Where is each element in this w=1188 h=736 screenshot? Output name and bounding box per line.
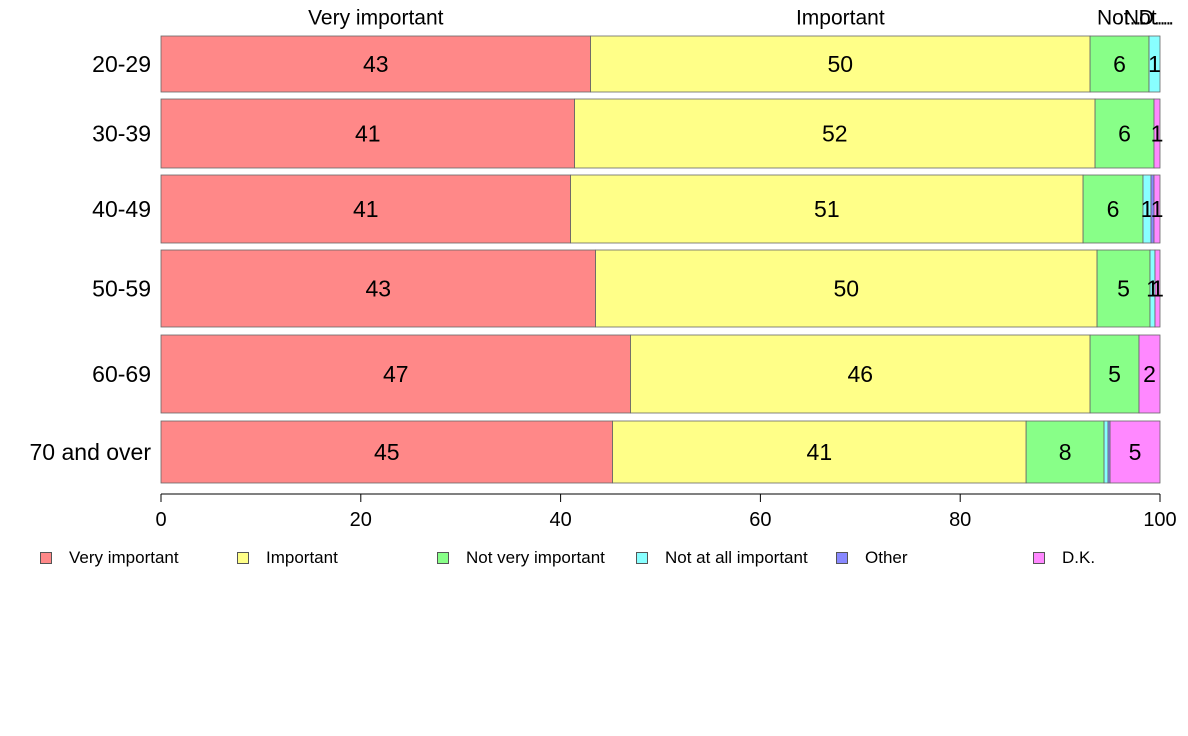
bar-data-label: 52	[822, 121, 848, 147]
bar-data-label: 45	[374, 439, 400, 465]
bar-segment	[160, 420, 613, 484]
category-label: 60-69	[92, 361, 151, 387]
bar-segment	[570, 174, 1084, 244]
top-column-label: D...	[1139, 7, 1172, 30]
x-tick-label: 0	[155, 509, 166, 531]
bar-data-label: 6	[1107, 196, 1120, 222]
legend-label: D.K.	[1062, 548, 1096, 567]
legend-item: Important	[237, 548, 338, 568]
bar-segment	[630, 334, 1091, 414]
bar-segment	[1103, 420, 1109, 484]
legend-swatch	[437, 552, 449, 564]
bar-segment	[160, 249, 596, 328]
bar-segment	[160, 35, 591, 93]
bar-segment	[1096, 249, 1151, 328]
bar-segment	[1154, 249, 1161, 328]
bar-segment	[1094, 98, 1155, 169]
legend-label: Important	[266, 548, 338, 567]
category-label: 70 and over	[30, 439, 152, 465]
legend-swatch	[40, 552, 52, 564]
top-column-label: Not...	[1097, 7, 1147, 30]
bar-segment	[1148, 35, 1161, 93]
bar-data-label: 1	[1151, 196, 1164, 222]
legend-item: Not very important	[437, 548, 605, 568]
legend-swatch	[836, 552, 848, 564]
legend-item: Not at all important	[636, 548, 808, 568]
y-axis-labels: 20-29 30-39 40-49 50-59 60-69 70 and over	[30, 51, 152, 465]
bar-segment	[612, 420, 1027, 484]
category-label: 50-59	[92, 276, 151, 302]
bar-data-label: 5	[1117, 276, 1130, 302]
bar-segment	[160, 98, 575, 169]
legend-swatch	[237, 552, 249, 564]
bar-data-label: 6	[1118, 121, 1131, 147]
x-tick-label: 20	[350, 509, 372, 531]
bar-data-label: 5	[1108, 361, 1121, 387]
bar-segment	[1153, 174, 1161, 244]
bar-data-label: 41	[353, 196, 379, 222]
legend: Very important Important Not very importan…	[40, 548, 1180, 570]
bar-data-label: 1	[1151, 276, 1164, 302]
legend-item: Very important	[40, 548, 179, 568]
bar-data-label: 8	[1059, 439, 1072, 465]
bar-data-label: 6	[1113, 51, 1126, 77]
bar-segment	[1153, 98, 1161, 169]
top-column-label: Important	[796, 7, 885, 30]
bar-data-label: 41	[807, 439, 833, 465]
category-label: 40-49	[92, 196, 151, 222]
legend-item: D.K.	[1033, 548, 1095, 568]
category-label: 20-29	[92, 51, 151, 77]
top-column-label: Very important	[308, 7, 444, 30]
bar-segment	[1089, 334, 1140, 414]
legend-label: Other	[865, 548, 908, 567]
bar-data-label: 2	[1143, 361, 1156, 387]
bar-segment	[160, 174, 571, 244]
bar-segment	[1109, 420, 1161, 484]
x-tick-label: 40	[549, 509, 571, 531]
top-category-labels: Very important Important Not...Not...D...	[308, 7, 1174, 30]
category-label: 30-39	[92, 121, 151, 147]
bar-segment	[1089, 35, 1150, 93]
top-column-label: Not...	[1124, 7, 1174, 30]
bar-data-label: 1	[1141, 196, 1154, 222]
bar-data-label: 43	[363, 51, 389, 77]
bar-data-label: 50	[828, 51, 854, 77]
x-axis: 0 20 40 60 80 100	[155, 493, 1177, 531]
bar-data-label: 43	[365, 276, 391, 302]
x-tick-label: 80	[949, 509, 971, 531]
legend-label: Very important	[69, 548, 179, 567]
bar-segment	[1025, 420, 1105, 484]
bar-data-label: 46	[848, 361, 874, 387]
x-tick-label: 100	[1143, 509, 1176, 531]
legend-label: Not very important	[466, 548, 605, 567]
bar-data-label: 1	[1151, 121, 1164, 147]
x-tick-label: 60	[749, 509, 771, 531]
bar-data-label: 51	[814, 196, 840, 222]
bar-segment	[160, 334, 631, 414]
bar-data-label: 1	[1148, 51, 1161, 77]
legend-label: Not at all important	[665, 548, 808, 567]
bar-data-label: 5	[1129, 439, 1142, 465]
legend-swatch	[636, 552, 648, 564]
bar-data-label: 41	[355, 121, 381, 147]
bar-segment	[1138, 334, 1161, 414]
legend-item: Other	[836, 548, 908, 568]
bar-segment	[574, 98, 1096, 169]
legend-swatch	[1033, 552, 1045, 564]
bar-data-label: 47	[383, 361, 409, 387]
bar-data-label: 50	[834, 276, 860, 302]
